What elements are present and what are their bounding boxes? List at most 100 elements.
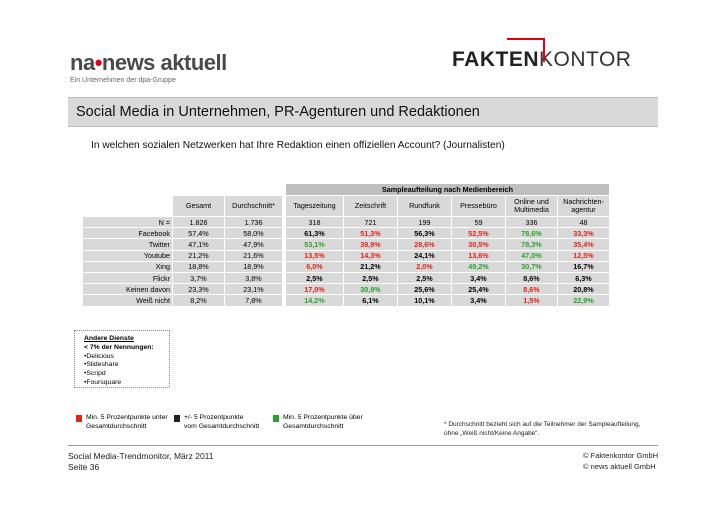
table-cell: 13,5%	[285, 249, 344, 262]
table-cell: 24,1%	[397, 249, 452, 262]
faktenkontor-logo: FAKTEN KONTOR	[452, 38, 632, 72]
logo-dot: •	[94, 50, 103, 75]
table-cell: 14,2%	[285, 294, 344, 307]
legend-text-line1: Min. 5 Prozentpunkte unter	[86, 414, 168, 421]
logo-kontor-text: KONTOR	[539, 48, 632, 71]
legend-item-neutral: +/- 5 Prozentpunkte vom Gesamtdurchschnit…	[174, 414, 259, 432]
col-header-online-line1: Online und	[514, 196, 549, 206]
table-cell: 47,9%	[224, 238, 283, 251]
table-cell: 2,5%	[343, 271, 398, 285]
legend-swatch-black	[174, 415, 180, 422]
table-cell: 2,0%	[397, 260, 452, 273]
table-cell: 48	[557, 215, 610, 229]
table-cell: 12,5%	[557, 249, 610, 262]
table-row: N = 1.826 1.736 318 721 199 59 336 48	[82, 215, 610, 229]
table-cell: 8,6%	[505, 283, 558, 296]
legend-text-line1: Min. 5 Prozentpunkte über	[283, 414, 363, 421]
row-label: Facebook	[82, 227, 173, 240]
table-cell: 3,4%	[451, 271, 506, 285]
table-row: Youtube 21,2% 21,6% 13,5% 14,3% 24,1% 13,6% 47,…	[82, 249, 610, 262]
col-header-pressebuero: Pressebüro	[451, 195, 506, 217]
table-cell: 6,1%	[343, 294, 398, 307]
logo-tagline: Ein Unternehmen der dpa-Gruppe	[70, 77, 176, 84]
other-services-item: •Slideshare	[84, 361, 119, 369]
table-cell: 1,5%	[505, 294, 558, 307]
table-row: Flickr 3,7% 3,8% 2,5% 2,5% 2,5% 3,4% 8,6% 6,3%	[82, 271, 610, 285]
table-cell: 49,2%	[451, 260, 506, 273]
footer-left: Social Media-Trendmonitor, März 2011 Sei…	[68, 451, 214, 474]
legend-text-line2: Gesamtdurchschnitt	[86, 422, 147, 430]
table-cell: 30,5%	[451, 238, 506, 251]
col-header-online: Online und Multimedia	[505, 195, 558, 217]
table-cell: 52,5%	[451, 227, 506, 240]
footer-copyright-2: © news aktuell GmbH	[583, 461, 656, 471]
table-row: Twitter 47,1% 47,9% 53,1% 39,9% 28,6% 30,5% 78,…	[82, 238, 610, 251]
table-cell: 18,9%	[224, 260, 283, 273]
col-header-agentur: Nachrichten-agentur	[557, 195, 610, 217]
table-cell: 78,6%	[505, 227, 558, 240]
row-label: Keinen davon	[82, 283, 173, 296]
table-cell: 25,6%	[397, 283, 452, 296]
table-cell: 16,7%	[557, 260, 610, 273]
other-services-subtitle: < 7% der Nennungen:	[84, 343, 154, 351]
table-cell: 78,3%	[505, 238, 558, 251]
other-services-item: •Foursquare	[84, 379, 122, 387]
row-label: Twitter	[82, 238, 173, 251]
footer-divider	[68, 445, 658, 446]
table-cell: 56,3%	[397, 227, 452, 240]
legend-text-line2: Gesamtdurchschnitt	[283, 422, 344, 430]
row-label: N =	[82, 215, 173, 229]
table-cell: 59	[451, 215, 506, 229]
col-header-online-line2: Multimedia	[514, 205, 549, 214]
col-header-rundfunk: Rundfunk	[397, 195, 452, 217]
col-header-durchschnitt: Durchschnitt*	[224, 195, 283, 217]
row-label: Weiß nicht	[82, 294, 173, 307]
table-cell: 35,4%	[557, 238, 610, 251]
other-services-title: Andere Dienste	[84, 335, 134, 342]
other-services-item: •Delicious	[84, 352, 114, 360]
table-row: Keinen davon 23,3% 23,1% 17,0% 30,9% 25,6% 25,…	[82, 283, 610, 296]
row-label: Xing	[82, 260, 173, 273]
footer-page-number: Seite 36	[68, 462, 100, 473]
table-cell: 22,9%	[557, 294, 610, 307]
table-cell: 336	[505, 215, 558, 229]
table-cell: 23,3%	[172, 283, 225, 296]
table-cell: 2,5%	[285, 271, 344, 285]
table-cell: 18,8%	[172, 260, 225, 273]
table-cell: 1.736	[224, 215, 283, 229]
footer-source: Social Media-Trendmonitor, März 2011	[68, 451, 214, 461]
other-services-box: Andere Dienste < 7% der Nennungen: •Deli…	[74, 330, 170, 388]
logo-na-text: na	[70, 50, 95, 75]
col-header-tageszeitung: Tageszeitung	[285, 195, 344, 217]
table-group-header-row: Sampleaufteilung nach Medienbereich	[82, 183, 610, 196]
table-cell: 6,3%	[557, 271, 610, 285]
table-cell: 47,0%	[505, 249, 558, 262]
sample-group-header: Sampleaufteilung nach Medienbereich	[285, 183, 610, 196]
table-cell: 39,9%	[343, 238, 398, 251]
table-row: Facebook 57,4% 58,0% 61,3% 51,3% 56,3% 52,5% 78…	[82, 227, 610, 240]
logo-news-text: news aktuell	[101, 50, 227, 75]
table-cell: 30,9%	[343, 283, 398, 296]
title-bar: Social Media in Unternehmen, PR-Agenture…	[68, 97, 658, 127]
results-table: Sampleaufteilung nach Medienbereich Gesa…	[82, 183, 610, 307]
table-cell: 3,4%	[451, 294, 506, 307]
table-cell: 17,0%	[285, 283, 344, 296]
table-cell: 21,2%	[172, 249, 225, 262]
table-cell: 3,7%	[172, 271, 225, 285]
table-cell: 8,2%	[172, 294, 225, 307]
survey-question: In welchen sozialen Netzwerken hat Ihre …	[91, 140, 505, 151]
legend-swatch-red	[76, 415, 82, 422]
table-cell: 1.826	[172, 215, 225, 229]
table-cell: 28,6%	[397, 238, 452, 251]
footnote: * Durchschnitt bezieht sich auf die Teil…	[444, 421, 640, 439]
legend-item-below: Min. 5 Prozentpunkte unter Gesamtdurchsch…	[76, 414, 168, 432]
news-aktuell-logo: na•news aktuell Ein Unternehmen der dpa-…	[70, 50, 227, 84]
table-cell: 6,0%	[285, 260, 344, 273]
table-row: Xing 18,8% 18,9% 6,0% 21,2% 2,0% 49,2% 30,7% 16,…	[82, 260, 610, 273]
row-label: Flickr	[82, 271, 173, 285]
col-header-zeitschrift: Zeitschrift	[343, 195, 398, 217]
table-cell: 53,1%	[285, 238, 344, 251]
table-cell: 14,3%	[343, 249, 398, 262]
table-cell: 30,7%	[505, 260, 558, 273]
table-column-header-row: Gesamt Durchschnitt* Tageszeitung Zeitsc…	[82, 195, 610, 217]
